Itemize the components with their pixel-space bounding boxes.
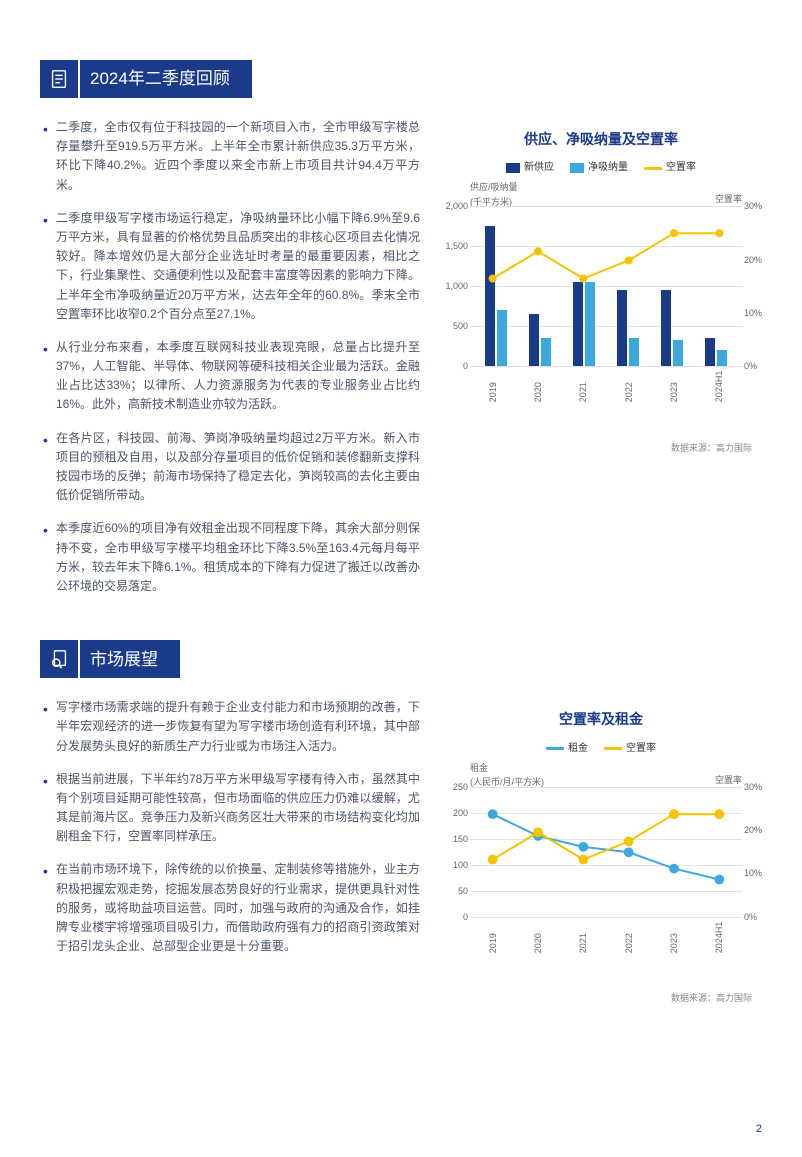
legend-vacancy2-label: 空置率 <box>626 741 656 757</box>
y-tick: 1,000 <box>440 279 468 293</box>
chart1-y2-label: 空置率 <box>715 192 742 206</box>
bar-group <box>562 282 606 366</box>
bullet-item: 根据当前进展，下半年约78万平方米甲级写字楼有待入市，虽然其中有个别项目延期可能… <box>40 770 420 847</box>
bullet-item: 在当前市场环境下，除传统的以价换量、定制装修等措施外，业主方积极把握宏观走势，挖… <box>40 860 420 956</box>
y-tick: 150 <box>440 831 468 845</box>
x-label: 2021 <box>576 943 590 953</box>
bullet-item: 在各片区，科技园、前海、笋岗净吸纳量均超过2万平方米。新入市项目的预租及自用，以… <box>40 429 420 506</box>
bar-absorption <box>541 338 551 366</box>
y2-tick: 20% <box>744 823 770 837</box>
x-label: 2019 <box>485 943 499 953</box>
section-header-outlook: 市场展望 <box>40 640 762 678</box>
outlook-text-column: 写字楼市场需求端的提升有赖于企业支付能力和市场预期的改善，下半年宏观经济的进一步… <box>40 698 420 1005</box>
y2-tick: 30% <box>744 779 770 793</box>
bullet-item: 从行业分布来看，本季度互联网科技业表现亮眼，总量占比提升至37%，人工智能、半导… <box>40 338 420 415</box>
section-title: 市场展望 <box>80 640 180 678</box>
bar-absorption <box>585 282 595 366</box>
chart2-legend: 租金 空置率 <box>440 741 762 757</box>
chart2-y1-label: 租金(人民币/月/平方米) <box>470 761 544 790</box>
bar-supply <box>573 282 583 366</box>
section-title-text: 市场展望 <box>90 646 158 673</box>
bullet-item: 本季度近60%的项目净有效租金出现不同程度下降，其余大部分则保持不变，全市甲级写… <box>40 519 420 596</box>
y-tick: 200 <box>440 805 468 819</box>
section-title-text: 2024年二季度回顾 <box>90 65 230 92</box>
section-header-q2-review: 2024年二季度回顾 <box>40 60 762 98</box>
y2-tick: 20% <box>744 253 770 267</box>
legend-supply-label: 新供应 <box>524 160 554 176</box>
bullet-item: 二季度甲级写字楼市场运行稳定，净吸纳量环比小幅下降6.9%至9.6万平方米，具有… <box>40 209 420 324</box>
bar-absorption <box>673 340 683 366</box>
bar-group <box>518 314 562 366</box>
bar-supply <box>617 290 627 366</box>
chart1-legend: 新供应 净吸纳量 空置率 <box>440 160 762 176</box>
legend-rent: 租金 <box>546 741 588 757</box>
y-tick: 50 <box>440 883 468 897</box>
x-label: 2019 <box>485 393 499 403</box>
y2-tick: 30% <box>744 199 770 213</box>
chart2-y2-label: 空置率 <box>715 773 742 787</box>
legend-vacancy2: 空置率 <box>604 741 656 757</box>
bullet-item: 二季度，全市仅有位于科技园的一个新项目入市，全市甲级写字楼总存量攀升至919.5… <box>40 118 420 195</box>
bar-group <box>606 290 650 366</box>
x-label: 2024H1 <box>712 393 726 403</box>
chart2-source: 数据来源：高力国际 <box>440 991 752 1005</box>
bullet-item: 写字楼市场需求端的提升有赖于企业支付能力和市场预期的改善，下半年宏观经济的进一步… <box>40 698 420 756</box>
x-label: 2021 <box>576 393 590 403</box>
bar-absorption <box>629 338 639 366</box>
legend-absorption: 净吸纳量 <box>570 160 628 176</box>
bar-supply <box>661 290 671 366</box>
legend-vacancy: 空置率 <box>644 160 696 176</box>
y2-tick: 10% <box>744 866 770 880</box>
y-tick: 1,500 <box>440 239 468 253</box>
chart1-y1-label: 供应/吸纳量(千平方米) <box>470 180 518 209</box>
bar-absorption <box>497 310 507 366</box>
y2-tick: 0% <box>744 909 770 923</box>
chart2-column: 空置率及租金 租金 空置率 租金(人民币/月/平方米) 空置率 05010015… <box>440 698 762 1005</box>
x-label: 2022 <box>621 943 635 953</box>
bar-absorption <box>717 350 727 366</box>
bar-group <box>650 290 694 366</box>
y-tick: 0 <box>440 909 468 923</box>
chart1-column: 供应、净吸纳量及空置率 新供应 净吸纳量 空置率 供应/吸纳量(千平方米) <box>440 118 762 610</box>
legend-rent-label: 租金 <box>568 741 588 757</box>
chart2-plot: 租金(人民币/月/平方米) 空置率 0501001502002500%10%20… <box>470 787 742 917</box>
y-tick: 500 <box>440 319 468 333</box>
x-label: 2020 <box>531 393 545 403</box>
y2-tick: 0% <box>744 359 770 373</box>
bar-group <box>474 226 518 366</box>
chart1-plot: 供应/吸纳量(千平方米) 空置率 05001,0001,5002,0000%10… <box>470 206 742 366</box>
legend-absorption-label: 净吸纳量 <box>588 160 628 176</box>
chart2-title: 空置率及租金 <box>440 708 762 730</box>
x-label: 2022 <box>621 393 635 403</box>
legend-supply: 新供应 <box>506 160 554 176</box>
x-label: 2020 <box>531 943 545 953</box>
bar-group <box>694 338 738 366</box>
document-icon <box>40 60 78 98</box>
y-tick: 250 <box>440 779 468 793</box>
x-label: 2023 <box>667 943 681 953</box>
x-label: 2024H1 <box>712 943 726 953</box>
bar-supply <box>485 226 495 366</box>
y2-tick: 10% <box>744 306 770 320</box>
chart1-title: 供应、净吸纳量及空置率 <box>440 128 762 150</box>
y-tick: 100 <box>440 857 468 871</box>
page-number: 2 <box>756 1121 762 1139</box>
magnifier-document-icon <box>40 640 78 678</box>
bar-supply <box>529 314 539 366</box>
x-label: 2023 <box>667 393 681 403</box>
bar-supply <box>705 338 715 366</box>
legend-vacancy-label: 空置率 <box>666 160 696 176</box>
y-tick: 2,000 <box>440 199 468 213</box>
review-text-column: 二季度，全市仅有位于科技园的一个新项目入市，全市甲级写字楼总存量攀升至919.5… <box>40 118 420 610</box>
y-tick: 0 <box>440 359 468 373</box>
section-title: 2024年二季度回顾 <box>80 60 252 98</box>
chart1-source: 数据来源：高力国际 <box>440 441 752 455</box>
